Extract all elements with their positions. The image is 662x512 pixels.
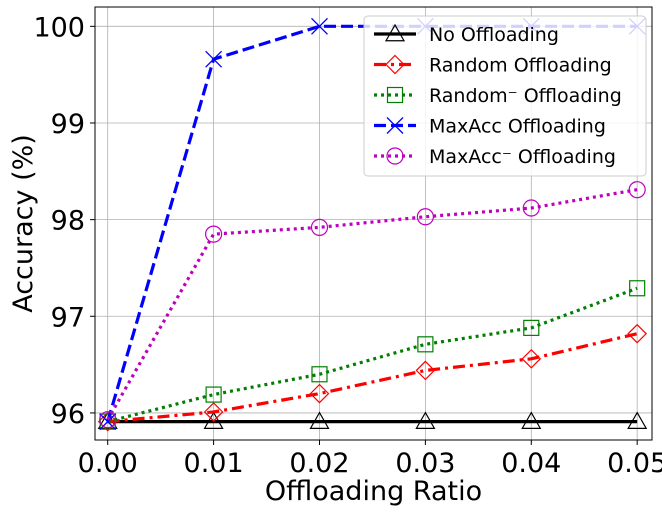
series-4 bbox=[99, 181, 646, 429]
data-point bbox=[521, 348, 542, 369]
y-tick-label: 97 bbox=[51, 302, 85, 333]
data-point bbox=[99, 411, 117, 429]
data-point bbox=[205, 386, 222, 403]
x-tick-label: 0.00 bbox=[78, 448, 138, 479]
data-point bbox=[310, 218, 329, 236]
legend-marker bbox=[384, 23, 406, 42]
legend-marker bbox=[386, 117, 404, 134]
y-tick-label: 100 bbox=[33, 12, 85, 43]
data-point bbox=[97, 411, 118, 432]
legend-entry: Random Offloading bbox=[374, 55, 612, 77]
x-tick-label: 0.02 bbox=[289, 448, 349, 479]
legend-entry: No Offloading bbox=[374, 23, 559, 46]
legend-entry: Random⁻ Offloading bbox=[374, 85, 622, 107]
data-point bbox=[203, 402, 224, 422]
legend: No Offloading Random Offloading Random⁻ Of… bbox=[363, 15, 647, 177]
x-tick-label: 0.03 bbox=[395, 448, 455, 479]
data-point bbox=[205, 225, 223, 243]
legend-label: Random Offloading bbox=[429, 55, 612, 77]
data-point bbox=[628, 181, 646, 199]
data-point bbox=[311, 17, 328, 35]
data-point bbox=[309, 383, 330, 404]
data-point bbox=[99, 413, 117, 431]
series-line bbox=[107, 332, 638, 424]
y-tick-label: 99 bbox=[51, 109, 85, 140]
series-1 bbox=[97, 323, 648, 432]
data-point bbox=[627, 411, 648, 429]
data-point bbox=[627, 323, 648, 344]
legend-entry: MaxAcc Offloading bbox=[374, 116, 606, 138]
data-point bbox=[311, 366, 328, 383]
legend-entry: MaxAcc⁻ Offloading bbox=[374, 146, 616, 168]
legend-label: No Offloading bbox=[429, 24, 559, 46]
legend-box bbox=[363, 15, 647, 177]
data-point bbox=[417, 336, 434, 353]
y-axis-label: Accuracy (%) bbox=[8, 134, 39, 313]
legend-label: MaxAcc Offloading bbox=[429, 116, 606, 138]
series-2 bbox=[99, 280, 646, 430]
data-point bbox=[521, 411, 542, 429]
data-point bbox=[415, 411, 436, 429]
series-0 bbox=[97, 411, 648, 429]
axis-ticks: 0.00 0.01 0.02 0.03 0.04 0.05 96 97 98 99 100 bbox=[33, 12, 662, 479]
legend-marker bbox=[386, 147, 404, 165]
data-point bbox=[416, 208, 434, 226]
plot-frame bbox=[94, 6, 653, 441]
data-point bbox=[415, 360, 436, 381]
series-line bbox=[107, 286, 638, 424]
series-line bbox=[106, 188, 638, 421]
data-point bbox=[522, 199, 540, 217]
legend-label: Random⁻ Offloading bbox=[429, 85, 622, 107]
x-axis-label: Offloading Ratio bbox=[265, 476, 482, 507]
y-tick-label: 96 bbox=[51, 399, 85, 430]
x-tick-label: 0.05 bbox=[607, 448, 662, 479]
x-tick-label: 0.01 bbox=[184, 448, 244, 479]
x-tick-label: 0.04 bbox=[501, 448, 561, 479]
data-point bbox=[203, 411, 224, 429]
data-point bbox=[523, 319, 540, 336]
legend-label: MaxAcc⁻ Offloading bbox=[429, 146, 616, 168]
y-tick-label: 98 bbox=[51, 206, 85, 237]
data-point bbox=[309, 411, 330, 429]
legend-marker bbox=[385, 54, 405, 75]
legend-marker bbox=[386, 86, 404, 104]
data-point bbox=[629, 280, 646, 297]
data-point bbox=[205, 50, 223, 68]
